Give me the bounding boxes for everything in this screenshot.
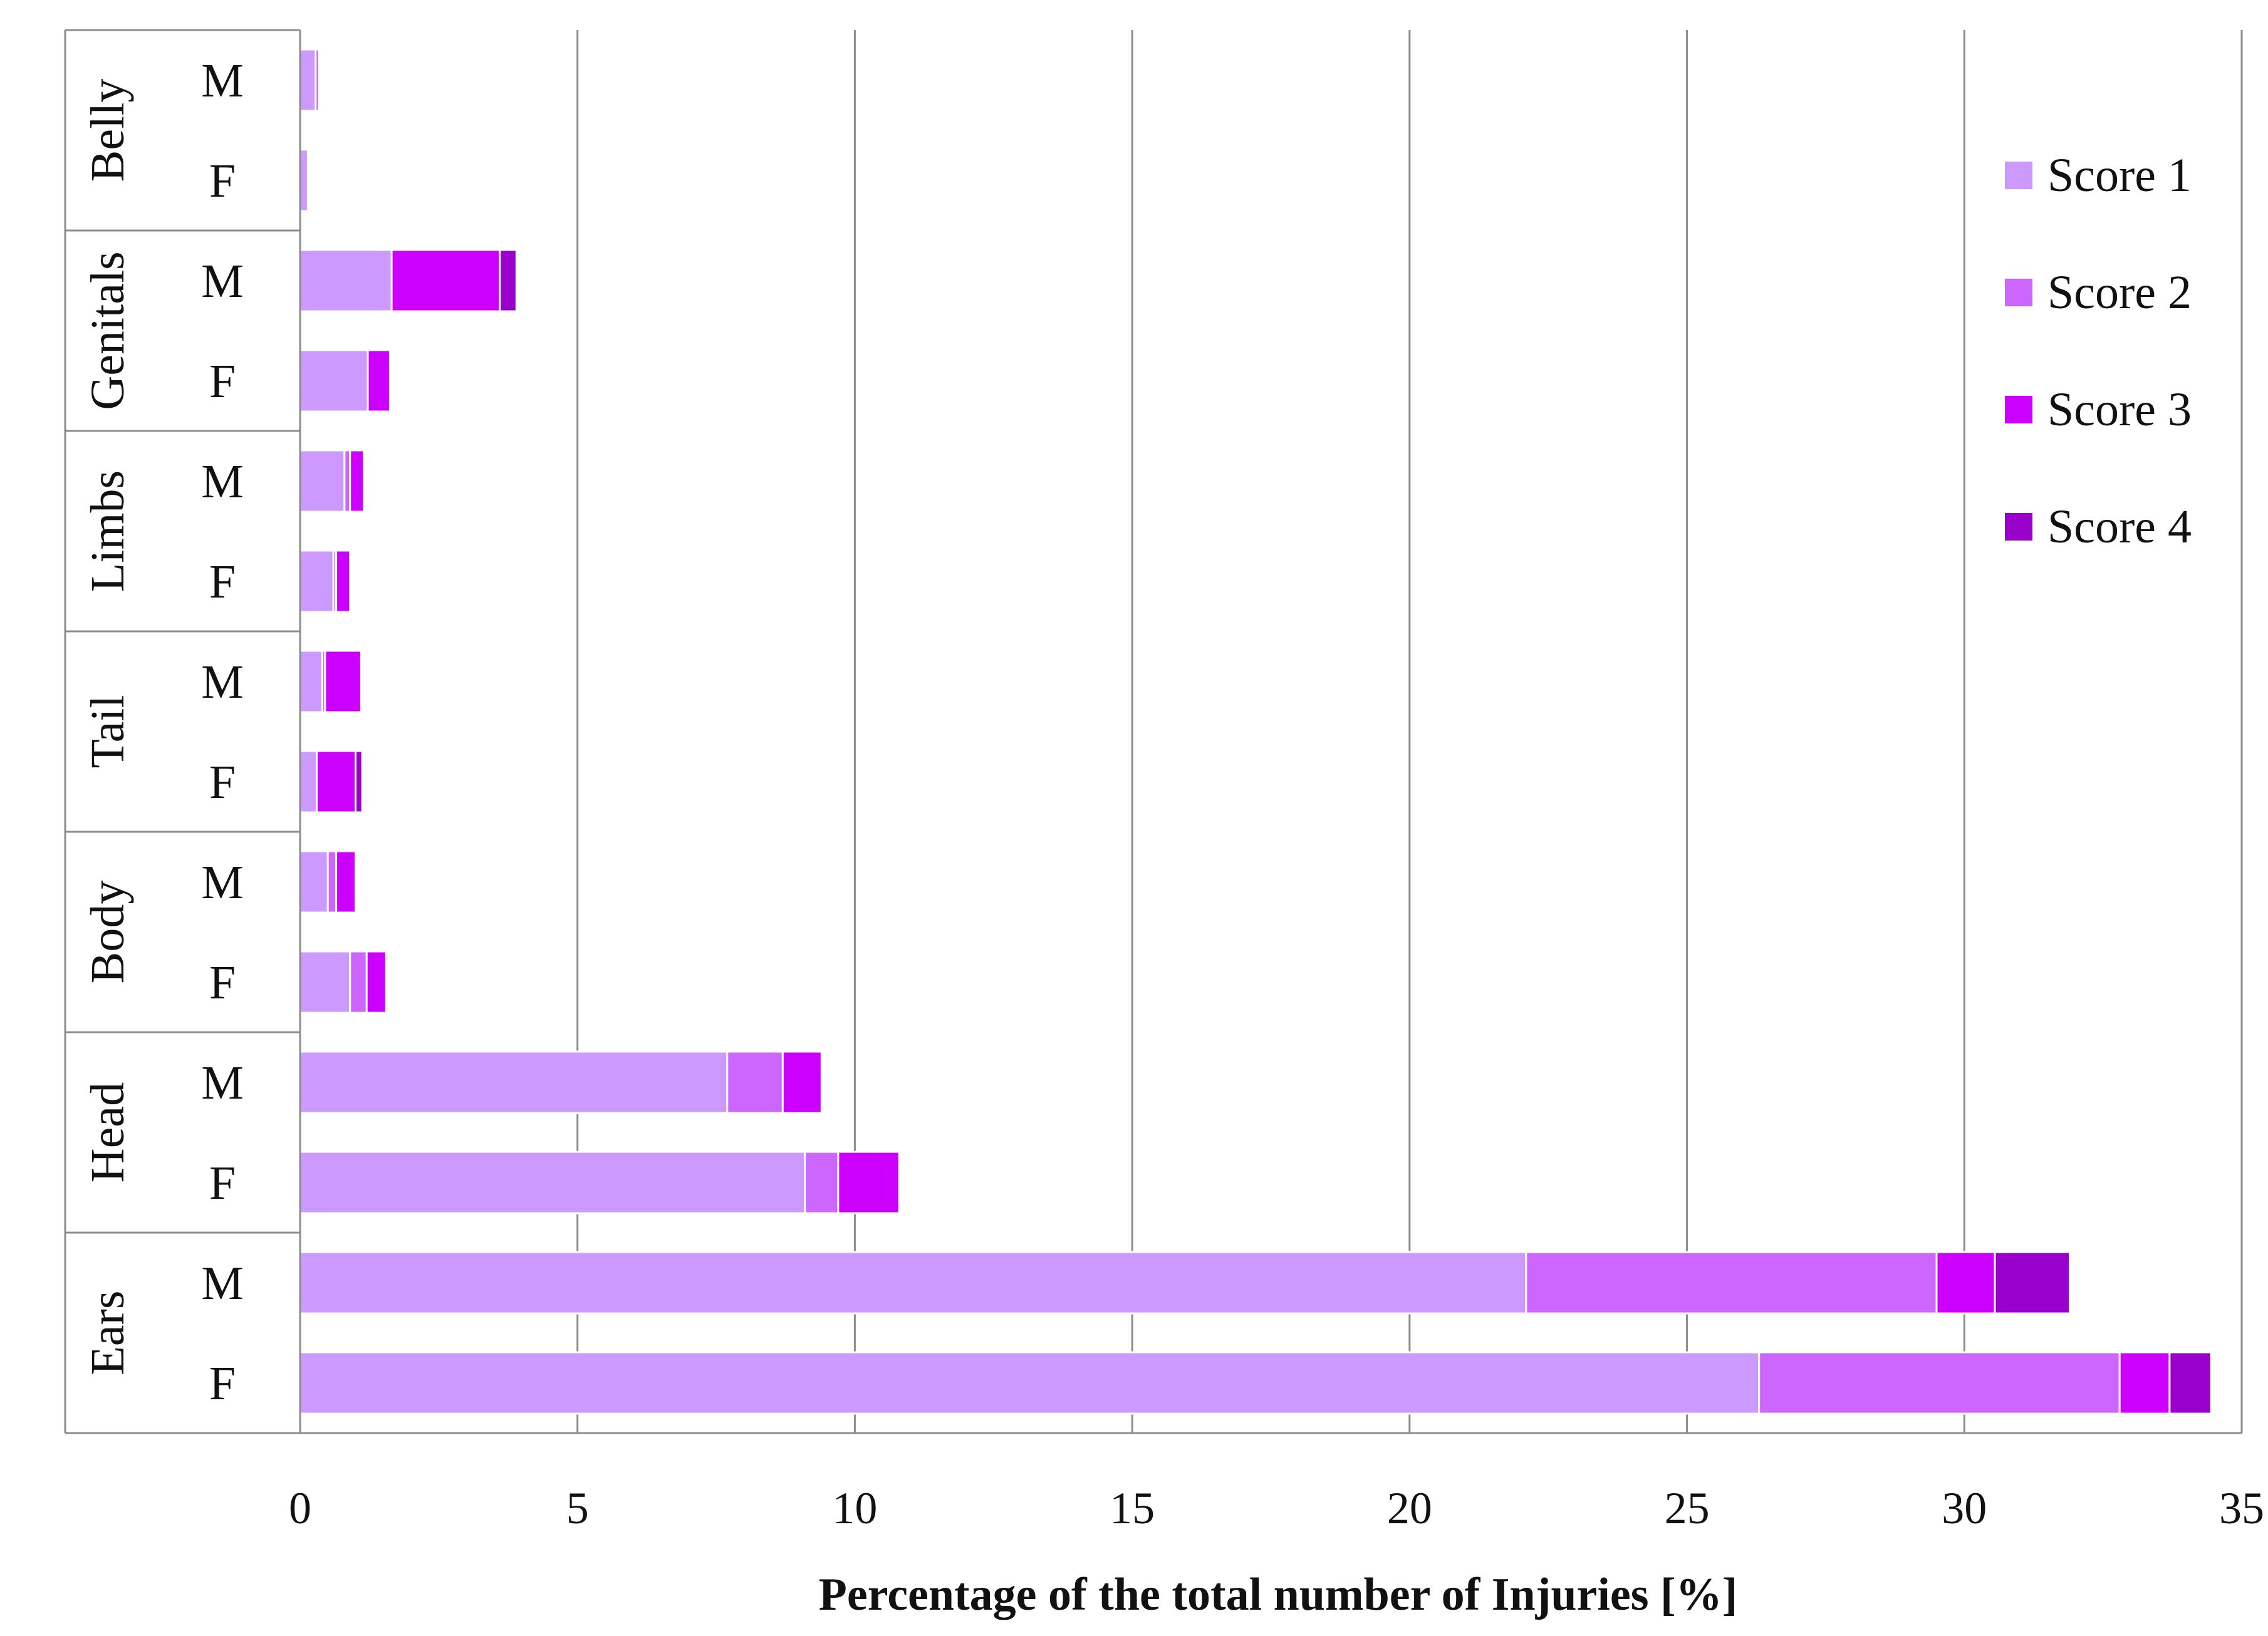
row-label-genitals-m: M: [201, 255, 244, 308]
bar-tail-m-score-3: [324, 650, 362, 713]
legend-swatch-score-2: [2005, 279, 2032, 306]
x-tick-25: 25: [1665, 1483, 1710, 1533]
row-label-body-f: F: [209, 956, 236, 1009]
row-label-head-m: M: [201, 1057, 244, 1109]
legend-label-score-2: Score 2: [2047, 266, 2192, 319]
bar-head-f-score-2: [804, 1151, 840, 1214]
bar-tail-m-score-1: [299, 650, 323, 713]
bar-tail-f-score-3: [316, 750, 357, 814]
x-tick-35: 35: [2219, 1483, 2264, 1533]
axis-frame: [64, 29, 2242, 1434]
group-label-belly: Belly: [81, 79, 134, 182]
x-tick-10: 10: [832, 1483, 877, 1533]
bar-genitals-m-score-4: [499, 249, 518, 313]
legend-label-score-4: Score 4: [2047, 500, 2192, 553]
bar-genitals-m-score-3: [390, 249, 501, 313]
group-label-head: Head: [81, 1082, 134, 1183]
bar-body-m-score-1: [299, 850, 329, 914]
row-label-ears-m: M: [201, 1257, 244, 1310]
legend: Score 1 Score 2 Score 3 Score 4: [2005, 149, 2192, 553]
row-label-belly-f: F: [209, 155, 236, 207]
x-tick-30: 30: [1942, 1483, 1987, 1533]
group-label-ears: Ears: [81, 1290, 134, 1375]
x-tick-0: 0: [289, 1483, 311, 1533]
bar-head-f-score-3: [837, 1151, 900, 1214]
row-label-limbs-f: F: [209, 556, 236, 608]
bar-limbs-m-score-3: [349, 449, 365, 513]
group-label-limbs: Limbs: [81, 470, 134, 592]
row-label-body-m: M: [201, 856, 244, 909]
bar-belly-m-score-2: [315, 48, 320, 112]
row-label-limbs-m: M: [201, 455, 244, 508]
row-label-tail-f: F: [209, 756, 236, 809]
row-label-ears-f: F: [209, 1357, 236, 1410]
group-label-genitals: Genitals: [81, 251, 134, 410]
group-labels: Belly Genitals Limbs Tail Body Head Ears: [81, 79, 134, 1375]
bar-body-m-score-2: [326, 850, 338, 914]
bar-belly-f-score-1: [299, 148, 309, 212]
bar-limbs-m-score-1: [299, 449, 346, 513]
x-tick-20: 20: [1387, 1483, 1432, 1533]
bar-ears-f-score-2: [1758, 1351, 2121, 1415]
x-axis-title: Percentage of the total number of Injuri…: [819, 1569, 1738, 1620]
bar-head-f-score-1: [299, 1151, 806, 1214]
bar-tail-f-score-4: [355, 750, 363, 814]
bar-head-m-score-2: [726, 1050, 784, 1114]
stacked-bars: [299, 48, 2212, 1415]
bar-genitals-f-score-3: [367, 349, 391, 413]
bar-ears-f-score-3: [2118, 1351, 2171, 1415]
row-label-tail-m: M: [201, 656, 244, 708]
legend-swatch-score-1: [2005, 162, 2032, 189]
bar-tail-f-score-1: [299, 750, 318, 814]
bar-body-m-score-3: [335, 850, 357, 914]
row-label-genitals-f: F: [209, 355, 236, 408]
bar-ears-m-score-3: [1935, 1251, 1996, 1315]
group-label-tail: Tail: [81, 695, 134, 768]
bar-body-f-score-2: [349, 950, 368, 1014]
bar-ears-m-score-2: [1525, 1251, 1938, 1315]
x-gridlines: [576, 30, 2243, 1433]
row-label-belly-m: M: [201, 54, 244, 107]
legend-swatch-score-3: [2005, 396, 2032, 423]
legend-label-score-1: Score 1: [2047, 149, 2192, 202]
x-tick-labels: 0 5 10 15 20 25 30 35: [289, 1483, 2264, 1533]
legend-label-score-3: Score 3: [2047, 383, 2192, 436]
legend-swatch-score-4: [2005, 513, 2032, 541]
bar-ears-f-score-4: [2168, 1351, 2212, 1415]
bar-genitals-f-score-1: [299, 349, 369, 413]
x-tick-15: 15: [1110, 1483, 1155, 1533]
bar-head-m-score-1: [299, 1050, 729, 1114]
group-label-body: Body: [81, 881, 134, 984]
row-label-head-f: F: [209, 1157, 236, 1209]
bar-body-f-score-1: [299, 950, 351, 1014]
bar-head-m-score-3: [781, 1050, 823, 1114]
bar-genitals-m-score-1: [299, 249, 393, 313]
bar-ears-f-score-1: [299, 1351, 1761, 1415]
bar-ears-m-score-4: [1994, 1251, 2071, 1315]
bar-limbs-f-score-3: [335, 549, 351, 613]
bar-body-f-score-3: [365, 950, 387, 1014]
bar-belly-m-score-1: [299, 48, 317, 112]
bar-limbs-f-score-1: [299, 549, 335, 613]
bar-ears-m-score-1: [299, 1251, 1527, 1315]
x-tick-5: 5: [566, 1483, 589, 1533]
